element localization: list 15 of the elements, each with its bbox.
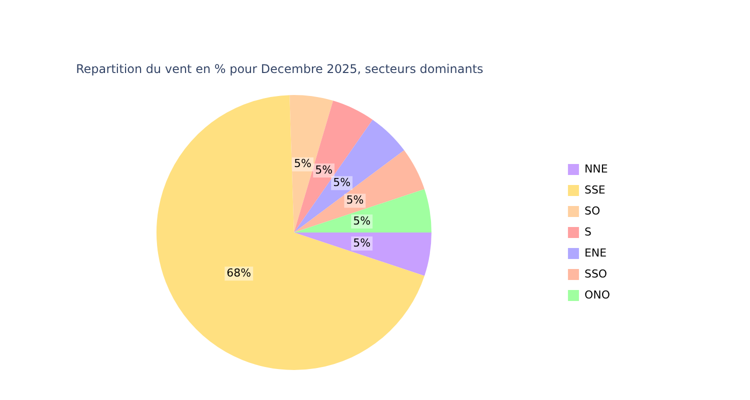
legend-label: SSO xyxy=(584,267,608,280)
legend-label: SSE xyxy=(584,183,606,196)
data-label: 5% xyxy=(353,214,371,228)
legend-label: ONO xyxy=(584,288,610,302)
chart-title: Repartition du vent en % pour Decembre 2025, secteurs dominants xyxy=(76,62,484,76)
legend-label: SO xyxy=(584,204,600,218)
data-label: 5% xyxy=(346,194,364,207)
legend-label: S xyxy=(584,225,592,238)
legend-label: NNE xyxy=(584,162,608,176)
legend-label: ENE xyxy=(584,246,607,260)
data-label: 68% xyxy=(226,266,252,280)
data-label: 5% xyxy=(294,157,312,170)
data-label: 5% xyxy=(353,236,371,250)
data-label: 5% xyxy=(333,176,351,189)
data-label: 5% xyxy=(315,163,333,176)
